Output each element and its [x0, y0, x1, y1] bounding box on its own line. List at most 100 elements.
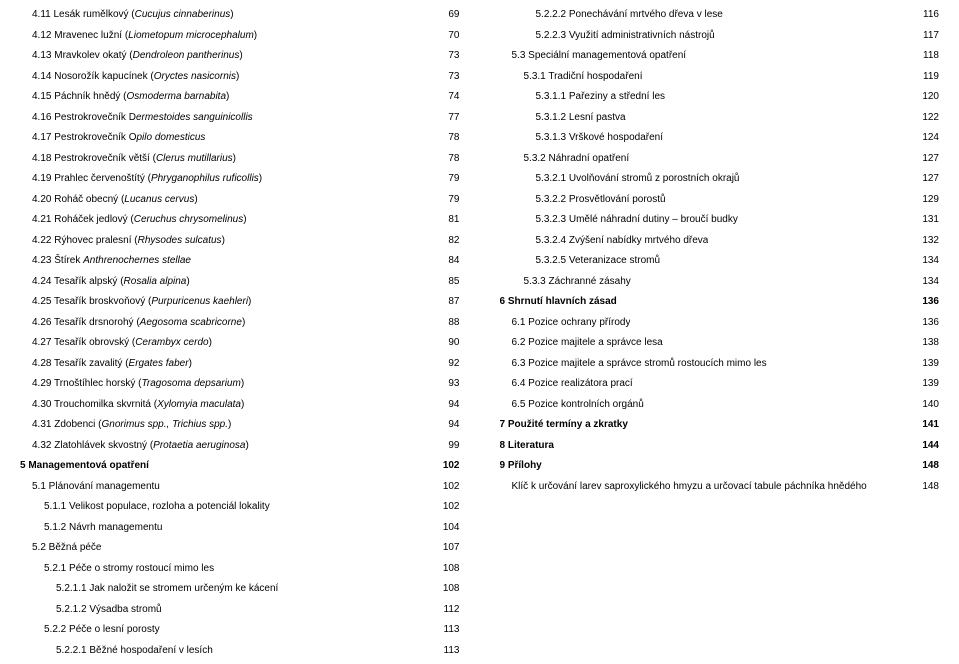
toc-entry-page: 112	[432, 603, 460, 617]
toc-entry-label: 5.3.2.5 Veteranizace stromů	[500, 254, 661, 268]
toc-entry-label: 7 Použité termíny a zkratky	[500, 418, 628, 432]
toc-row: 5.3.3 Záchranné zásahy134	[500, 275, 940, 289]
toc-entry-page: 127	[910, 152, 939, 166]
toc-entry-page: 78	[436, 131, 459, 145]
toc-row: 5.3.2.1 Uvolňování stromů z porostních o…	[500, 172, 940, 186]
toc-entry-label: 4.22 Rýhovec pralesní (Rhysodes sulcatus…	[20, 234, 225, 248]
toc-entry-page: 94	[436, 418, 459, 432]
toc-entry-label: 4.26 Tesařík drsnorohý (Aegosoma scabric…	[20, 316, 245, 330]
toc-entry-label: 4.17 Pestrokrovečník Opilo domesticus	[20, 131, 205, 145]
toc-entry-label: 5.3.2.1 Uvolňování stromů z porostních o…	[500, 172, 740, 186]
toc-entry-label: 5.2.2.3 Využití administrativních nástro…	[500, 29, 715, 43]
toc-entry-label: 9 Přílohy	[500, 459, 542, 473]
toc-entry-label: 4.28 Tesařík zavalitý (Ergates faber)	[20, 357, 192, 371]
toc-row: 5.3.1.2 Lesní pastva122	[500, 111, 940, 125]
toc-entry-label: 5.3.1.3 Vrškové hospodaření	[500, 131, 664, 145]
toc-entry-label: 4.16 Pestrokrovečník Dermestoides sangui…	[20, 111, 253, 125]
toc-entry-label: 4.27 Tesařík obrovský (Cerambyx cerdo)	[20, 336, 212, 350]
toc-entry-label: 5.3.2.3 Umělé náhradní dutiny – broučí b…	[500, 213, 738, 227]
toc-row: 5.3.1.1 Pařeziny a střední les 120	[500, 90, 940, 104]
toc-entry-page: 99	[436, 439, 459, 453]
toc-entry-page: 92	[436, 357, 459, 371]
toc-row: 5.1.1 Velikost populace, rozloha a poten…	[20, 500, 460, 514]
toc-entry-label: 4.15 Páchník hnědý (Osmoderma barnabita)	[20, 90, 229, 104]
toc-entry-label: 6.4 Pozice realizátora prací	[500, 377, 633, 391]
toc-entry-label: 5.2.2 Péče o lesní porosty	[20, 623, 160, 637]
toc-row: 4.27 Tesařík obrovský (Cerambyx cerdo) 90	[20, 336, 460, 350]
toc-row: 5.2.2 Péče o lesní porosty113	[20, 623, 460, 637]
toc-right-column: 5.2.2.2 Ponechávání mrtvého dřeva v lese…	[500, 8, 940, 664]
toc-entry-page: 144	[910, 439, 939, 453]
toc-entry-page: 88	[436, 316, 459, 330]
toc-entry-page: 82	[436, 234, 459, 248]
toc-row: 5.2.1.1 Jak naložit se stromem určeným k…	[20, 582, 460, 596]
toc-row: 4.25 Tesařík broskvoňový (Purpuricenus k…	[20, 295, 460, 309]
toc-entry-label: 5.3.1.1 Pařeziny a střední les	[500, 90, 666, 104]
toc-row: 5.2.2.3 Využití administrativních nástro…	[500, 29, 940, 43]
toc-entry-page: 116	[911, 8, 939, 22]
toc-entry-page: 148	[910, 480, 939, 494]
toc-entry-label: 6.3 Pozice majitele a správce stromů ros…	[500, 357, 767, 371]
toc-entry-label: 4.20 Roháč obecný (Lucanus cervus)	[20, 193, 198, 207]
toc-entry-page: 131	[910, 213, 939, 227]
toc-entry-page: 141	[910, 418, 939, 432]
toc-entry-page: 108	[431, 562, 460, 576]
toc-row: 4.16 Pestrokrovečník Dermestoides sangui…	[20, 111, 460, 125]
toc-entry-page: 79	[436, 193, 459, 207]
toc-entry-label: 4.31 Zdobenci (Gnorimus spp., Trichius s…	[20, 418, 231, 432]
toc-row: 5.3.1.3 Vrškové hospodaření124	[500, 131, 940, 145]
toc-entry-label: 4.11 Lesák rumělkový (Cucujus cinnaberin…	[20, 8, 234, 22]
toc-entry-page: 117	[911, 29, 939, 43]
toc-entry-page: 94	[436, 398, 459, 412]
toc-row: 4.21 Roháček jedlový (Ceruchus chrysomel…	[20, 213, 460, 227]
toc-entry-page: 138	[910, 336, 939, 350]
toc-entry-label: 4.12 Mravenec lužní (Liometopum microcep…	[20, 29, 257, 43]
toc-entry-page: 78	[436, 152, 459, 166]
toc-entry-label: 4.32 Zlatohlávek skvostný (Protaetia aer…	[20, 439, 249, 453]
toc-entry-page: 108	[431, 582, 460, 596]
toc-row: 5.3.2.3 Umělé náhradní dutiny – broučí b…	[500, 213, 940, 227]
toc-entry-page: 118	[911, 49, 939, 63]
toc-row: 4.13 Mravkolev okatý (Dendroleon panther…	[20, 49, 460, 63]
toc-row: 5.3.2.5 Veteranizace stromů134	[500, 254, 940, 268]
toc-row: 5.1.2 Návrh managementu 104	[20, 521, 460, 535]
toc-row: 4.19 Prahlec červenoštítý (Phryganophilu…	[20, 172, 460, 186]
toc-entry-page: 90	[436, 336, 459, 350]
toc-entry-page: 120	[910, 90, 939, 104]
toc-entry-page: 79	[436, 172, 459, 186]
toc-entry-label: 5.1.2 Návrh managementu	[20, 521, 162, 535]
toc-entry-page: 129	[910, 193, 939, 207]
toc-row: 4.15 Páchník hnědý (Osmoderma barnabita)…	[20, 90, 460, 104]
toc-row: 4.17 Pestrokrovečník Opilo domesticus 78	[20, 131, 460, 145]
toc-row: 5.2.2.2 Ponechávání mrtvého dřeva v lese…	[500, 8, 940, 22]
toc-entry-label: 5.3 Speciální managementová opatření	[500, 49, 687, 63]
toc-row: 6.4 Pozice realizátora prací139	[500, 377, 940, 391]
toc-entry-label: 5.1 Plánování managementu	[20, 480, 160, 494]
toc-columns: 4.11 Lesák rumělkový (Cucujus cinnaberin…	[20, 8, 939, 664]
toc-entry-label: 5.3.2 Náhradní opatření	[500, 152, 630, 166]
toc-row: 4.32 Zlatohlávek skvostný (Protaetia aer…	[20, 439, 460, 453]
toc-row: 8 Literatura 144	[500, 439, 940, 453]
toc-entry-page: 134	[910, 275, 939, 289]
toc-entry-page: 102	[431, 500, 460, 514]
toc-entry-label: 6.2 Pozice majitele a správce lesa	[500, 336, 663, 350]
toc-entry-label: 8 Literatura	[500, 439, 554, 453]
toc-row: 4.11 Lesák rumělkový (Cucujus cinnaberin…	[20, 8, 460, 22]
toc-row: 4.26 Tesařík drsnorohý (Aegosoma scabric…	[20, 316, 460, 330]
toc-row: 6.2 Pozice majitele a správce lesa 138	[500, 336, 940, 350]
toc-row: 4.29 Trnoštíhlec horský (Tragosoma depsa…	[20, 377, 460, 391]
toc-row: 5.2 Běžná péče 107	[20, 541, 460, 555]
toc-entry-page: 85	[436, 275, 459, 289]
toc-entry-label: 4.30 Trouchomilka skvrnitá (Xylomyia mac…	[20, 398, 244, 412]
toc-row: 5.3.2 Náhradní opatření 127	[500, 152, 940, 166]
toc-entry-page: 104	[431, 521, 460, 535]
toc-entry-label: 5.2 Běžná péče	[20, 541, 102, 555]
toc-entry-page: 140	[910, 398, 939, 412]
toc-entry-page: 102	[431, 480, 460, 494]
toc-entry-page: 119	[911, 70, 939, 84]
toc-entry-page: 107	[431, 541, 460, 555]
toc-row: 5.2.1 Péče o stromy rostoucí mimo les108	[20, 562, 460, 576]
toc-row: 4.18 Pestrokrovečník větší (Clerus mutil…	[20, 152, 460, 166]
toc-row: 4.20 Roháč obecný (Lucanus cervus) 79	[20, 193, 460, 207]
toc-entry-label: 6.1 Pozice ochrany přírody	[500, 316, 631, 330]
